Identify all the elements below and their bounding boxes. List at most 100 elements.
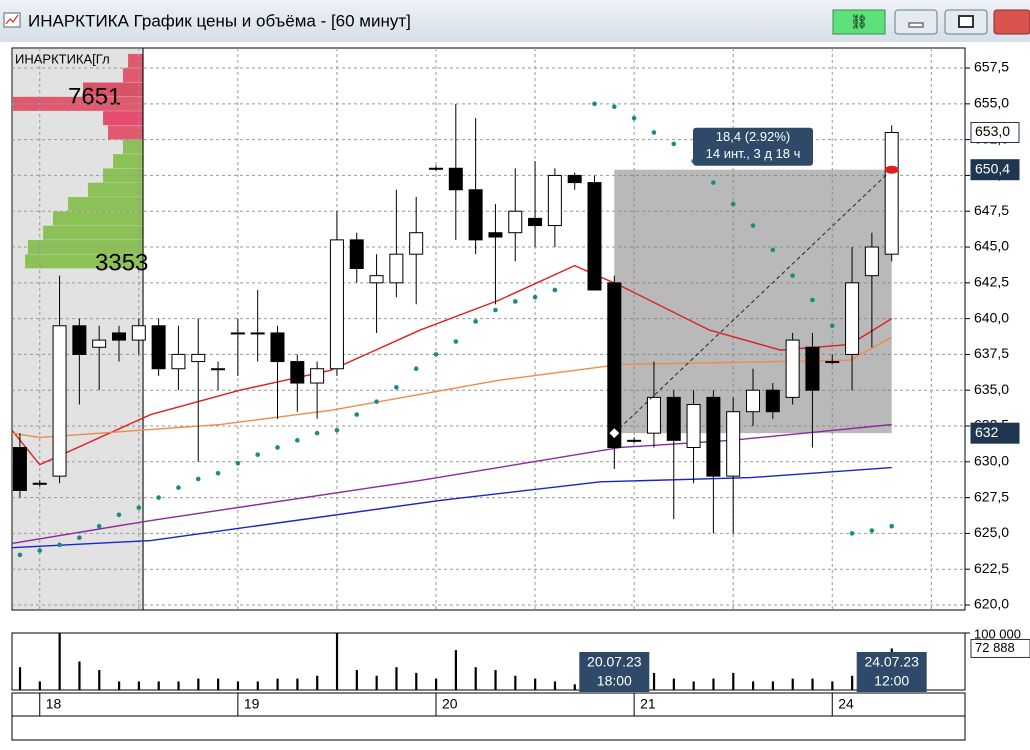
volume-bar [236, 681, 240, 690]
profile-bar [122, 139, 143, 154]
sar-dot [374, 399, 379, 404]
sar-dot [394, 385, 399, 390]
profile-bar [107, 125, 143, 140]
volume-bar [672, 678, 675, 690]
link-button[interactable] [832, 9, 886, 35]
candle-body [627, 439, 642, 442]
profile-bar [68, 197, 143, 212]
close-button[interactable] [993, 9, 1030, 35]
candle-body [845, 282, 860, 355]
sar-dot [96, 523, 102, 529]
candle-body [32, 482, 47, 485]
volume-bar [38, 681, 41, 690]
candle-body [567, 174, 582, 184]
candle-body [270, 332, 285, 363]
volume-bar [771, 681, 775, 690]
candle-body [290, 361, 305, 384]
profile-bar [87, 182, 143, 197]
candle-body [171, 353, 186, 370]
candle-body [508, 210, 523, 234]
candle-body [211, 368, 226, 371]
volume-bar [692, 681, 695, 690]
volume-bar [434, 678, 438, 690]
measure-label-box [693, 127, 814, 166]
volume-bar [217, 678, 220, 690]
volume-bar [534, 678, 537, 690]
candle-body [151, 325, 166, 370]
profile-bar [83, 82, 143, 97]
cursor-box [856, 652, 927, 692]
y-tick-label: 627,5 [974, 488, 1009, 504]
volume-bar [58, 633, 61, 690]
candle-body [547, 174, 562, 227]
volume-badge-label: 72 888 [975, 640, 1015, 655]
candle-body [250, 332, 265, 335]
sar-dot [493, 307, 498, 313]
minimize-button[interactable] [894, 9, 938, 35]
x-tick-label: 18 [46, 696, 62, 712]
candle-body [528, 217, 543, 227]
y-tick-label: 657,5 [974, 59, 1009, 75]
candle-body [191, 353, 206, 363]
volume-bar [78, 661, 81, 690]
sar-dot [176, 485, 181, 490]
volume-bar [137, 681, 141, 690]
candle-body [72, 325, 87, 355]
window-icon-line [5, 14, 19, 25]
sar-dot [354, 412, 360, 417]
cursor-label: 20.07.23 [587, 654, 642, 670]
x-tick-label: 24 [838, 696, 854, 712]
sar-dot [275, 445, 280, 450]
price-marker-box [970, 422, 1020, 444]
volume-bar [732, 672, 735, 690]
moving-average [11, 423, 892, 545]
sar-dot [57, 542, 62, 548]
sar-dot [671, 141, 677, 147]
y-tick-label: 645,0 [974, 238, 1009, 254]
volume-bar [573, 684, 576, 690]
profile-bar [103, 168, 143, 183]
sar-dot [473, 319, 478, 324]
sar-dot [790, 273, 795, 278]
sar-dot [512, 299, 518, 304]
sar-dot [750, 223, 756, 228]
sar-dot [592, 101, 597, 107]
candle-body [230, 332, 245, 335]
price-marker-label: 653,0 [975, 123, 1010, 139]
y-tick-label: 622,5 [974, 560, 1009, 576]
candle-body [349, 239, 364, 270]
volume-bar [117, 681, 121, 690]
profile-bar [25, 254, 144, 269]
volume-bar [811, 678, 814, 690]
cursor-label: 24.07.23 [864, 654, 919, 670]
sar-dot [651, 130, 657, 135]
sar-dot [413, 366, 419, 372]
x-tick-label: 19 [244, 696, 260, 712]
volume-bar [335, 633, 339, 690]
y-tick-label: 642,5 [974, 274, 1009, 290]
volume-bar [514, 675, 517, 690]
candle-body [686, 404, 701, 448]
candle-body [12, 446, 27, 491]
sar-dot [255, 452, 260, 457]
y-tick-label: 620,0 [974, 596, 1009, 612]
sar-dot [136, 505, 142, 510]
volume-bar [791, 678, 794, 690]
volume-bar [831, 681, 834, 690]
volume-bar [177, 681, 180, 690]
candle-body [369, 275, 384, 284]
moving-average [11, 466, 892, 549]
sar-dot [889, 523, 894, 529]
profile-title: ИНАРКТИКА[Гл [15, 51, 110, 66]
volume-bar [415, 672, 418, 690]
candle-body [884, 131, 899, 255]
date-axis [11, 692, 966, 717]
price-marker-label: 632 [975, 424, 999, 440]
maximize-icon [958, 15, 974, 28]
empty-row [11, 715, 966, 741]
sar-dot [612, 104, 617, 110]
candle-body [646, 396, 661, 434]
sar-dot [17, 552, 23, 558]
sar-dot [552, 287, 558, 293]
